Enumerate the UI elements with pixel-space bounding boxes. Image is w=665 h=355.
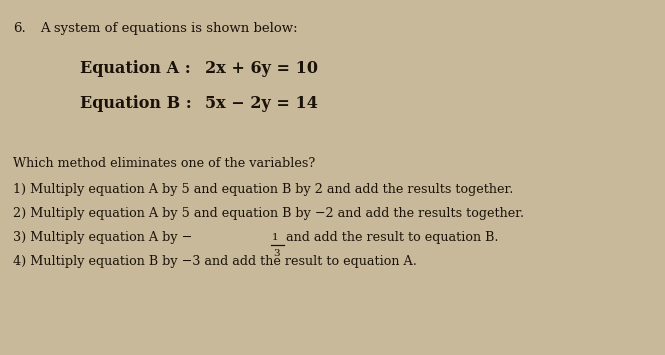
Text: 3: 3 [273, 248, 279, 257]
Text: A system of equations is shown below:: A system of equations is shown below: [40, 22, 298, 35]
Text: 1: 1 [272, 233, 279, 242]
Text: 2x + 6y = 10: 2x + 6y = 10 [205, 60, 318, 77]
Text: 3) Multiply equation A by −: 3) Multiply equation A by − [13, 231, 192, 244]
Text: and add the result to equation B.: and add the result to equation B. [286, 231, 499, 244]
Text: 5x − 2y = 14: 5x − 2y = 14 [205, 95, 318, 112]
Text: 6.: 6. [13, 22, 26, 35]
Text: 1) Multiply equation A by 5 and equation B by 2 and add the results together.: 1) Multiply equation A by 5 and equation… [13, 183, 513, 196]
Text: Equation B :: Equation B : [80, 95, 198, 112]
Text: 4) Multiply equation B by −3 and add the result to equation A.: 4) Multiply equation B by −3 and add the… [13, 255, 417, 268]
Text: Which method eliminates one of the variables?: Which method eliminates one of the varia… [13, 157, 315, 170]
Text: 2) Multiply equation A by 5 and equation B by −2 and add the results together.: 2) Multiply equation A by 5 and equation… [13, 207, 524, 220]
Text: Equation A :: Equation A : [80, 60, 196, 77]
